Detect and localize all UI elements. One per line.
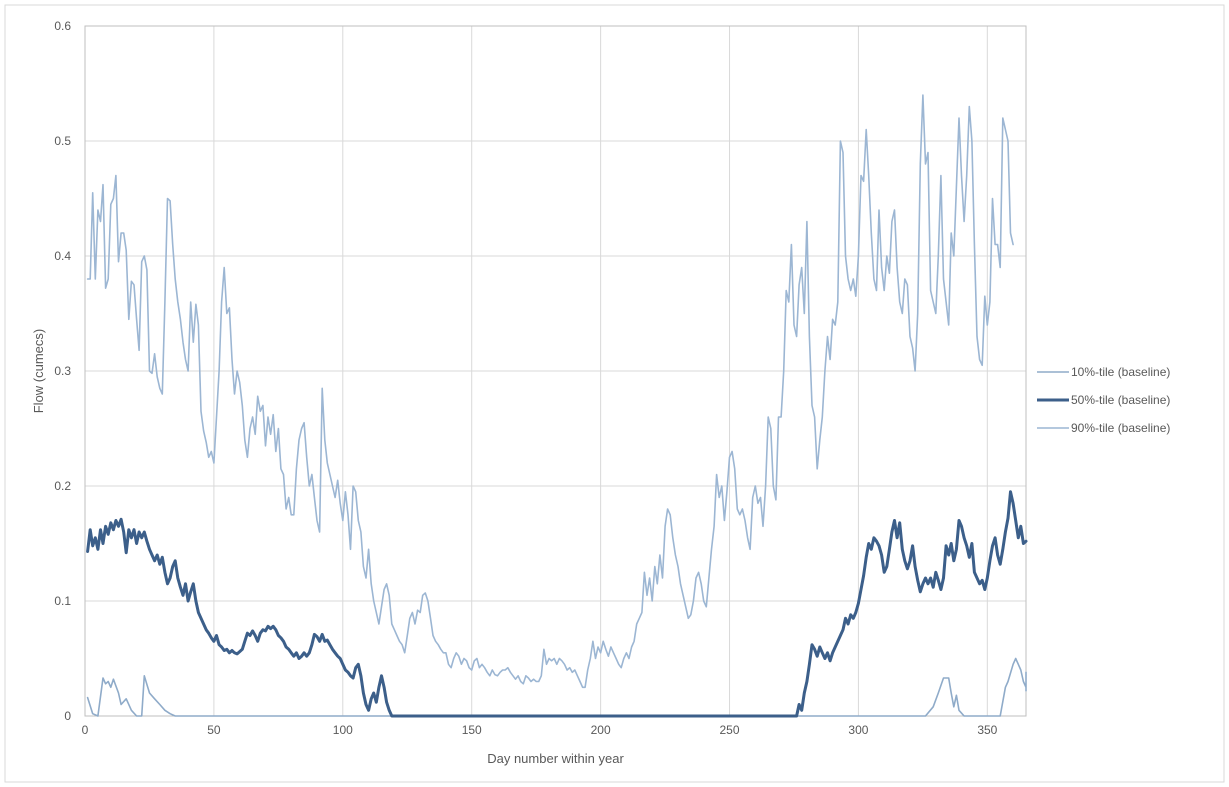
y-tick-label: 0.2 [54, 479, 71, 493]
x-tick-label: 0 [82, 723, 89, 737]
x-tick-labels: 0 50 100 150 200 250 300 350 [82, 723, 998, 737]
y-tick-label: 0 [64, 709, 71, 723]
x-tick-label: 350 [977, 723, 997, 737]
y-tick-label: 0.1 [54, 594, 71, 608]
legend-entry-label: 50%-tile (baseline) [1071, 393, 1170, 407]
x-tick-label: 50 [207, 723, 221, 737]
x-tick-label: 300 [848, 723, 868, 737]
series-90pct-line [86, 94, 1014, 689]
legend-entry-label: 90%-tile (baseline) [1071, 421, 1170, 435]
y-tick-label: 0.6 [54, 19, 71, 33]
chart-outer-border [4, 4, 1225, 783]
x-tick-label: 200 [591, 723, 611, 737]
x-tick-label: 150 [462, 723, 482, 737]
y-axis-label: Flow (cumecs) [31, 329, 46, 414]
x-axis-label: Day number within year [487, 751, 624, 766]
y-tick-label: 0.3 [54, 364, 71, 378]
x-tick-label: 100 [333, 723, 353, 737]
y-tick-label: 0.5 [54, 134, 71, 148]
legend-entry-label: 10%-tile (baseline) [1071, 365, 1170, 379]
legend: 10%-tile (baseline) 50%-tile (baseline) 90… [1037, 365, 1170, 435]
y-tick-label: 0.4 [54, 249, 71, 263]
series-50pct-line [86, 490, 1028, 718]
series-layer [86, 94, 1028, 718]
x-tick-label: 250 [720, 723, 740, 737]
y-tick-labels: 0 0.1 0.2 0.3 0.4 0.5 0.6 [54, 19, 71, 723]
